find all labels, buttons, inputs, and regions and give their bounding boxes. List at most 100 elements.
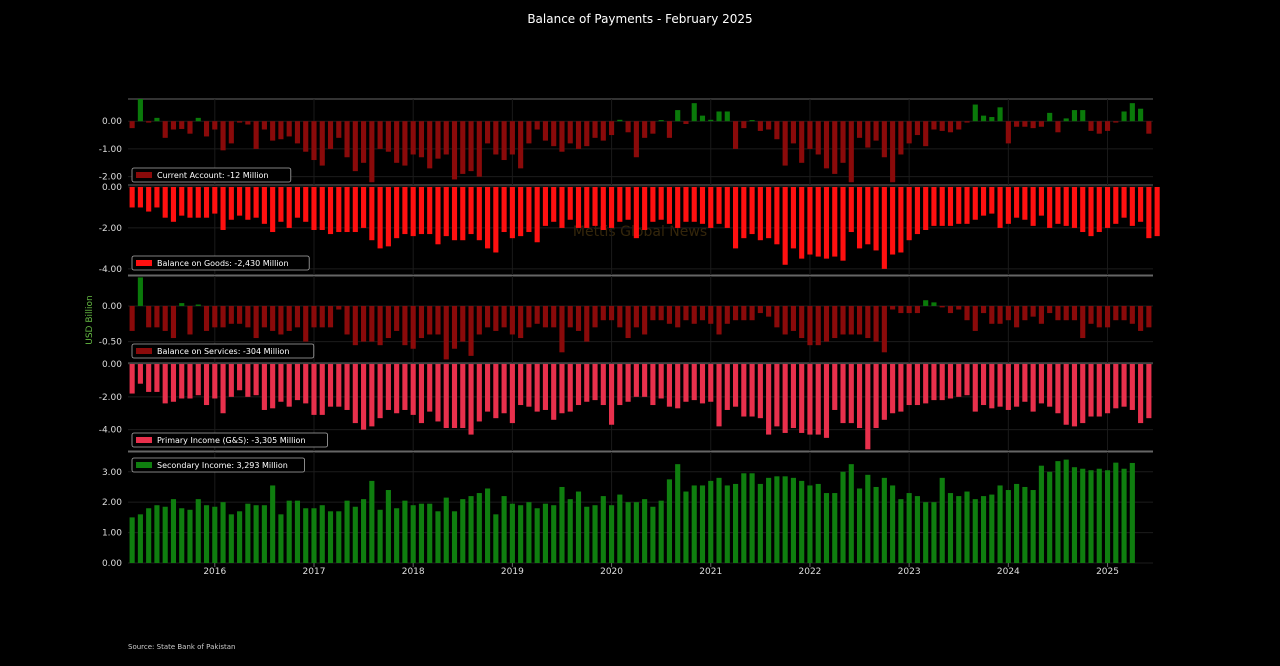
bar-secondary-income bbox=[1088, 470, 1094, 563]
bar-primary-income bbox=[617, 364, 623, 406]
bar-primary-income bbox=[642, 364, 648, 397]
bar-services bbox=[443, 305, 449, 360]
bar-current-account bbox=[898, 121, 904, 155]
bar-primary-income bbox=[732, 364, 739, 407]
bar-secondary-income bbox=[476, 493, 482, 563]
bar-goods bbox=[518, 187, 524, 237]
bar-services bbox=[485, 305, 491, 328]
bar-current-account bbox=[749, 120, 755, 122]
bar-services bbox=[1047, 305, 1053, 314]
bar-secondary-income bbox=[228, 514, 234, 563]
bar-secondary-income bbox=[625, 502, 631, 563]
bar-services bbox=[1030, 305, 1036, 317]
legend-box bbox=[131, 432, 329, 448]
bar-services bbox=[1055, 305, 1061, 321]
bar-services bbox=[881, 305, 887, 353]
bar-secondary-income bbox=[939, 477, 945, 563]
bar-current-account bbox=[187, 121, 193, 134]
bar-secondary-income bbox=[534, 508, 540, 563]
bar-current-account bbox=[691, 103, 697, 122]
bar-goods bbox=[1071, 187, 1078, 228]
bar-primary-income bbox=[179, 364, 185, 399]
bar-secondary-income bbox=[427, 503, 433, 563]
bar-primary-income bbox=[1104, 364, 1111, 414]
bar-secondary-income bbox=[542, 503, 549, 563]
bar-secondary-income bbox=[162, 506, 168, 563]
bar-goods bbox=[451, 187, 458, 241]
bar-goods bbox=[501, 187, 507, 233]
bar-primary-income bbox=[774, 364, 780, 427]
bar-secondary-income bbox=[1022, 486, 1028, 563]
bar-current-account bbox=[1121, 111, 1127, 122]
bar-secondary-income bbox=[245, 503, 251, 563]
bar-secondary-income bbox=[790, 477, 796, 563]
bar-primary-income bbox=[534, 364, 540, 412]
bar-secondary-income bbox=[352, 506, 358, 563]
bar-services bbox=[600, 305, 606, 321]
bar-primary-income bbox=[1047, 364, 1053, 407]
bar-primary-income bbox=[666, 364, 672, 407]
bar-goods bbox=[137, 187, 143, 208]
bar-primary-income bbox=[658, 364, 664, 399]
bar-primary-income bbox=[749, 364, 755, 417]
bar-current-account bbox=[294, 121, 301, 144]
bar-current-account bbox=[369, 121, 375, 183]
bar-current-account bbox=[443, 121, 449, 155]
bar-services bbox=[294, 305, 301, 328]
y-tick-label: 0.00 bbox=[102, 559, 122, 569]
y-tick-label: -2.00 bbox=[99, 224, 123, 234]
y-tick-label: 3.00 bbox=[102, 468, 122, 478]
bar-primary-income bbox=[195, 364, 201, 396]
bar-current-account bbox=[584, 121, 590, 147]
y-tick-label: -4.00 bbox=[99, 426, 123, 436]
x-tick-label: 2024 bbox=[997, 567, 1020, 577]
bar-services bbox=[261, 305, 267, 328]
bar-goods bbox=[964, 187, 970, 224]
bar-services bbox=[270, 305, 276, 331]
bar-secondary-income bbox=[410, 505, 416, 563]
bar-primary-income bbox=[997, 364, 1003, 407]
legend-swatch bbox=[136, 462, 152, 468]
bar-secondary-income bbox=[518, 505, 524, 563]
bar-secondary-income bbox=[344, 500, 350, 563]
y-tick-label: -2.00 bbox=[99, 173, 123, 183]
bar-primary-income bbox=[823, 364, 830, 438]
bar-goods bbox=[1088, 187, 1094, 237]
y-tick-label: 0.00 bbox=[102, 302, 122, 312]
bar-primary-income bbox=[451, 364, 458, 429]
bar-services bbox=[906, 305, 912, 314]
bar-services bbox=[501, 305, 507, 328]
bar-current-account bbox=[286, 121, 292, 137]
bar-services bbox=[617, 305, 623, 328]
bar-primary-income bbox=[203, 364, 210, 406]
bar-primary-income bbox=[567, 364, 573, 412]
bar-current-account bbox=[766, 121, 772, 130]
bar-current-account bbox=[873, 121, 879, 141]
bar-primary-income bbox=[650, 364, 656, 406]
bar-goods bbox=[625, 187, 631, 220]
bar-primary-income bbox=[989, 364, 995, 409]
bar-current-account bbox=[245, 121, 251, 125]
bar-goods bbox=[658, 187, 664, 220]
bar-primary-income bbox=[1088, 364, 1094, 417]
bar-secondary-income bbox=[385, 490, 391, 563]
bar-primary-income bbox=[584, 364, 590, 402]
bar-current-account bbox=[253, 121, 259, 149]
bar-current-account bbox=[195, 117, 201, 122]
bar-services bbox=[890, 305, 896, 310]
bar-current-account bbox=[551, 121, 557, 147]
x-tick-label: 2023 bbox=[898, 567, 921, 577]
bar-services bbox=[823, 305, 830, 342]
bar-goods bbox=[923, 187, 929, 230]
bar-current-account bbox=[609, 121, 615, 136]
bar-goods bbox=[410, 187, 416, 237]
bar-services bbox=[237, 305, 243, 324]
bar-services bbox=[195, 304, 201, 306]
bar-primary-income bbox=[890, 364, 896, 414]
bar-current-account bbox=[567, 121, 573, 144]
bar-current-account bbox=[1096, 121, 1102, 134]
bar-services bbox=[253, 305, 259, 339]
bar-secondary-income bbox=[551, 505, 557, 563]
bar-goods bbox=[294, 187, 301, 218]
bar-current-account bbox=[650, 121, 656, 134]
